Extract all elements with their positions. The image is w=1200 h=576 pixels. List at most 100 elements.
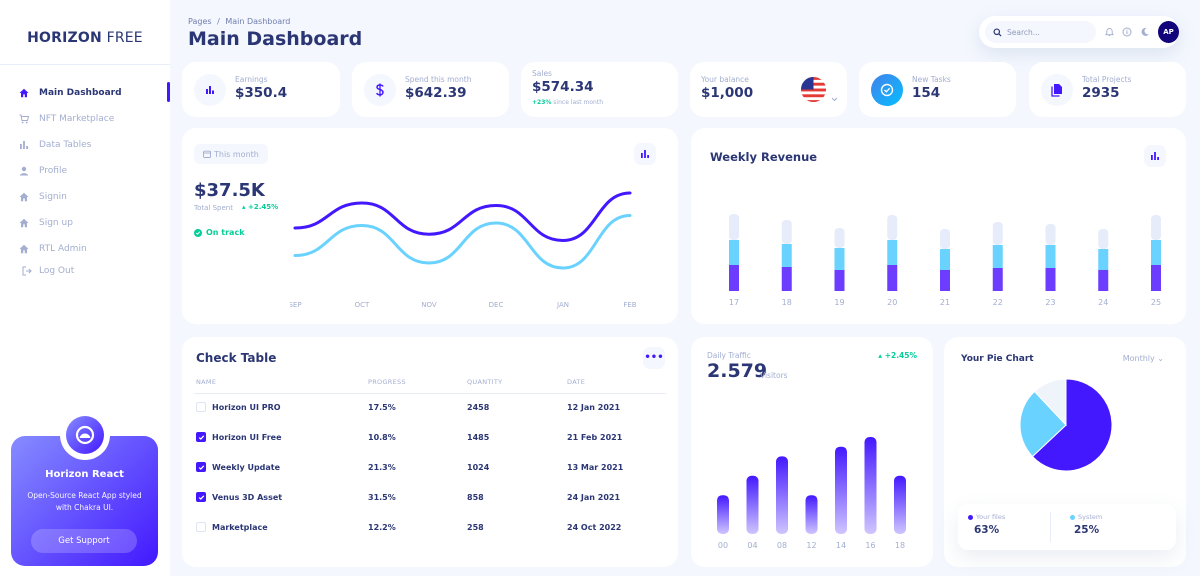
sidebar-item-signin[interactable]: Signin <box>0 184 170 210</box>
column-header-date[interactable]: DATE <box>567 378 586 386</box>
traffic-bar <box>776 456 788 534</box>
bar-chart-icon <box>18 139 30 151</box>
pie-chart-title: Your Pie Chart <box>961 354 1034 364</box>
bar-segment-2 <box>1045 245 1056 268</box>
bar-segment-1 <box>1045 268 1056 291</box>
sidebar-item-nft-marketplace[interactable]: NFT Marketplace <box>0 106 170 132</box>
sidebar-item-main-dashboard[interactable]: Main Dashboard <box>0 80 170 106</box>
column-header-name[interactable]: NAME <box>196 378 217 386</box>
home-icon <box>18 87 30 99</box>
table-row[interactable]: Weekly Update 21.3% 1024 13 Mar 2021 <box>182 452 678 482</box>
period-select[interactable]: This month <box>194 144 268 164</box>
x-tick-label: 25 <box>1151 298 1161 307</box>
sidebar-item-label: Profile <box>39 166 67 176</box>
sidebar-item-rtl-admin[interactable]: RTL Admin <box>0 236 170 262</box>
cell-text: 21.3% <box>368 462 396 472</box>
legend-value: 25% <box>1074 524 1100 536</box>
table-row[interactable]: Horizon UI PRO 17.5% 2458 12 Jan 2021 <box>182 392 678 422</box>
traffic-bar <box>894 475 906 534</box>
bar-segment-3 <box>1045 224 1056 245</box>
row-checkbox[interactable] <box>196 402 206 412</box>
check-icon <box>198 434 204 440</box>
check-table-title: Check Table <box>196 351 277 365</box>
breadcrumb: Pages / Main Dashboard <box>188 17 290 26</box>
weekly-revenue-card: Weekly Revenue 17 18 19 20 21 22 23 24 25 <box>691 128 1186 324</box>
bar-segment-1 <box>729 265 739 291</box>
pie-slice-3 <box>1033 378 1067 427</box>
stat-label: Your balance <box>701 75 749 84</box>
bar-chart-icon <box>194 74 226 106</box>
check-table-card: Check Table ••• NAME PROGRESS QUANTITY D… <box>182 337 678 567</box>
calendar-icon <box>203 150 211 158</box>
x-tick-label: 14 <box>836 541 846 550</box>
x-tick-label: OCT <box>355 301 370 309</box>
x-tick-label: 18 <box>895 541 905 550</box>
cell-text: 858 <box>467 492 484 502</box>
table-row[interactable]: Horizon UI Free 10.8% 1485 21 Feb 2021 <box>182 422 678 452</box>
chevron-down-icon[interactable] <box>831 87 838 106</box>
breadcrumb-root[interactable]: Pages <box>188 17 212 26</box>
traffic-bar <box>864 437 877 534</box>
sidebar-item-sign-up[interactable]: Sign up <box>0 210 170 236</box>
column-header-progress[interactable]: PROGRESS <box>368 378 406 386</box>
bar-segment-2 <box>992 245 1003 268</box>
chart-options-button[interactable] <box>634 143 656 165</box>
page-title: Main Dashboard <box>188 28 363 50</box>
cell-date: 21 Feb 2021 <box>567 422 622 452</box>
info-icon[interactable] <box>1122 27 1132 37</box>
cell-text: Horizon UI PRO <box>212 402 281 412</box>
bar-segment-3 <box>992 222 1003 245</box>
cell-date: 13 Mar 2021 <box>567 452 623 482</box>
stat-label: Spend this month <box>405 75 472 84</box>
bar-segment-3 <box>887 215 898 240</box>
bar-segment-1 <box>887 265 898 291</box>
stat-label: New Tasks <box>912 75 951 84</box>
x-tick-label: 18 <box>782 298 792 307</box>
table-row[interactable]: Marketplace 12.2% 258 24 Oct 2022 <box>182 512 678 542</box>
sidebar-item-label: NFT Marketplace <box>39 114 115 124</box>
x-tick-label: SEP <box>290 301 302 309</box>
bar-segment-2 <box>781 244 792 267</box>
sidebar-item-profile[interactable]: Profile <box>0 158 170 184</box>
daily-traffic-bar-chart: 00 04 08 12 14 16 18 <box>717 437 906 550</box>
bar-segment-2 <box>1151 240 1161 265</box>
column-header-quantity[interactable]: QUANTITY <box>467 378 503 386</box>
sidebar-item-label: Log Out <box>39 266 75 276</box>
table-header-divider <box>194 393 666 394</box>
row-checkbox[interactable] <box>196 522 206 532</box>
row-checkbox[interactable] <box>196 462 206 472</box>
brand-logo[interactable]: HORIZON FREE <box>27 30 143 46</box>
bar-chart-icon <box>641 150 649 158</box>
promo-subtitle: Open-Source React App styled with Chakra… <box>27 491 142 512</box>
bar-segment-1 <box>1151 265 1161 291</box>
daily-traffic-change: ▴ +2.45% <box>878 351 917 360</box>
moon-icon[interactable] <box>1140 27 1150 37</box>
period-select[interactable]: Monthly ⌄ <box>1122 354 1164 363</box>
bar-segment-3 <box>729 214 739 240</box>
bar-segment-3 <box>834 228 845 248</box>
x-tick-label: 22 <box>993 298 1003 307</box>
promo-badge <box>60 410 110 460</box>
search-input[interactable] <box>1007 27 1092 37</box>
breadcrumb-separator: / <box>217 17 220 26</box>
table-row[interactable]: Venus 3D Asset 31.5% 858 24 Jan 2021 <box>182 482 678 512</box>
bar-segment-2 <box>729 240 739 265</box>
cell-quantity: 1485 <box>467 422 489 452</box>
breadcrumb-current[interactable]: Main Dashboard <box>225 17 291 26</box>
get-support-button[interactable]: Get Support <box>31 529 137 553</box>
avatar[interactable]: AP <box>1157 21 1180 43</box>
bar-segment-2 <box>887 240 898 265</box>
bell-icon[interactable] <box>1104 27 1114 37</box>
bar-segment-3 <box>1151 215 1161 240</box>
more-options-button[interactable]: ••• <box>643 347 665 369</box>
us-flag-icon[interactable] <box>800 76 827 107</box>
sidebar-item-label: Signin <box>39 192 67 202</box>
sidebar-item-log-out[interactable]: Log Out <box>0 262 170 280</box>
row-checkbox[interactable] <box>196 432 206 442</box>
sidebar-item-data-tables[interactable]: Data Tables <box>0 132 170 158</box>
chart-options-button[interactable] <box>1144 145 1166 167</box>
row-checkbox[interactable] <box>196 492 206 502</box>
x-tick-label: JAN <box>556 301 569 309</box>
x-tick-label: 12 <box>806 541 816 550</box>
dots-icon: ••• <box>644 352 664 363</box>
